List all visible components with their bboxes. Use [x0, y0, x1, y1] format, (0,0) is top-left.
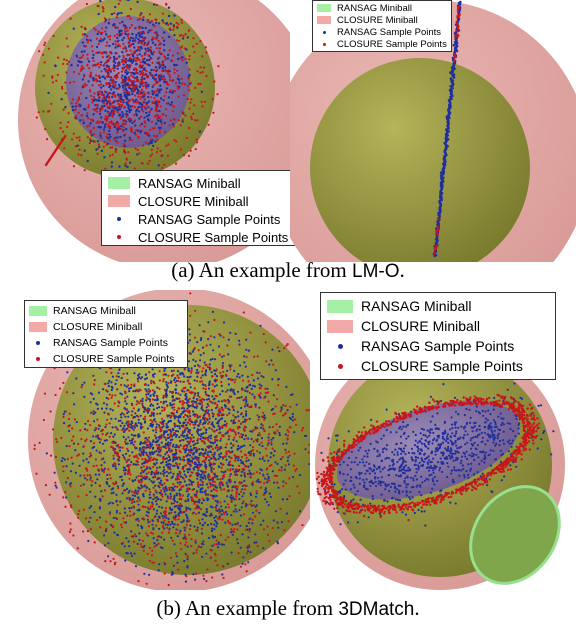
- miniball-plot-b-left: [28, 290, 310, 590]
- legend-ransag-points: RANSAG Sample Points: [361, 338, 515, 354]
- closure-point-marker: [322, 42, 326, 46]
- closure-point-marker: [36, 357, 40, 361]
- ransag-miniball-sphere: [310, 58, 530, 262]
- legend-ransag-points: RANSAG Sample Points: [138, 211, 281, 227]
- caption-a-prefix: (a) An example from: [171, 258, 353, 282]
- legend-ransag-points: RANSAG Sample Points: [337, 26, 442, 38]
- closure-sample-points-tail: [44, 134, 67, 167]
- legend-closure-points: CLOSURE Sample Points: [53, 353, 175, 365]
- legend-b-right: RANSAG Miniball CLOSURE Miniball RANSAG …: [320, 292, 556, 380]
- ransag-sample-points: [45, 310, 310, 583]
- caption-b: (b) An example from 3DMatch.: [0, 596, 576, 621]
- ransag-point-marker: [117, 217, 121, 221]
- miniball-plot-b-right: [315, 340, 565, 590]
- caption-b-dataset: 3DMatch: [338, 599, 415, 620]
- ransag-miniball-swatch: [29, 306, 47, 316]
- figure-panel-b-left: RANSAG Miniball CLOSURE Miniball RANSAG …: [0, 290, 310, 590]
- closure-miniball-swatch: [108, 195, 130, 207]
- closure-miniball-swatch: [29, 322, 47, 332]
- legend-closure-miniball: CLOSURE Miniball: [361, 318, 481, 334]
- figure-panel-a-right: RANSAG Miniball CLOSURE Miniball RANSAG …: [290, 0, 576, 262]
- ransag-point-marker: [337, 343, 343, 349]
- figure-panel-a-left: RANSAG Miniball CLOSURE Miniball RANSAG …: [0, 0, 301, 262]
- figure-panel-b-right: RANSAG Miniball CLOSURE Miniball RANSAG …: [310, 290, 576, 590]
- legend-closure-miniball: CLOSURE Miniball: [138, 193, 249, 209]
- caption-a: (a) An example from LM-O.: [0, 258, 576, 283]
- closure-sample-points: [432, 5, 461, 255]
- legend-closure-points: CLOSURE Sample Points: [361, 358, 523, 374]
- closure-point-marker: [337, 363, 343, 369]
- miniball-plot-a-right: [290, 0, 576, 262]
- closure-sample-points: [315, 393, 540, 522]
- legend-ransag-miniball: RANSAG Miniball: [337, 2, 412, 14]
- caption-a-suffix: .: [399, 258, 405, 282]
- ransag-point-marker: [322, 30, 326, 34]
- legend-closure-miniball: CLOSURE Miniball: [53, 321, 143, 333]
- legend-closure-points: CLOSURE Sample Points: [138, 229, 289, 245]
- legend-a-left: RANSAG Miniball CLOSURE Miniball RANSAG …: [101, 170, 301, 246]
- closure-miniball-swatch: [317, 16, 331, 24]
- ransag-sample-points: [320, 382, 555, 527]
- legend-closure-points: CLOSURE Sample Points: [337, 38, 447, 50]
- legend-a-right: RANSAG Miniball CLOSURE Miniball RANSAG …: [312, 0, 452, 52]
- miniball-plot-a-left: [18, 0, 290, 262]
- ransag-miniball-swatch: [317, 4, 331, 12]
- ransag-miniball-cap: [469, 485, 561, 585]
- ransag-miniball-swatch: [327, 299, 353, 313]
- legend-ransag-miniball: RANSAG Miniball: [361, 298, 472, 314]
- ransag-point-marker: [36, 341, 40, 345]
- legend-ransag-points: RANSAG Sample Points: [53, 337, 168, 349]
- legend-b-left: RANSAG Miniball CLOSURE Miniball RANSAG …: [24, 300, 188, 368]
- legend-closure-miniball: CLOSURE Miniball: [337, 14, 418, 26]
- legend-ransag-miniball: RANSAG Miniball: [53, 305, 136, 317]
- caption-a-dataset: LM-O: [352, 261, 400, 282]
- legend-ransag-miniball: RANSAG Miniball: [138, 175, 241, 191]
- closure-sample-points: [35, 0, 220, 183]
- caption-b-prefix: (b) An example from: [156, 596, 339, 620]
- closure-miniball-swatch: [327, 319, 353, 333]
- caption-b-suffix: .: [414, 596, 420, 620]
- ransag-miniball-swatch: [108, 177, 130, 189]
- closure-point-marker: [117, 235, 121, 239]
